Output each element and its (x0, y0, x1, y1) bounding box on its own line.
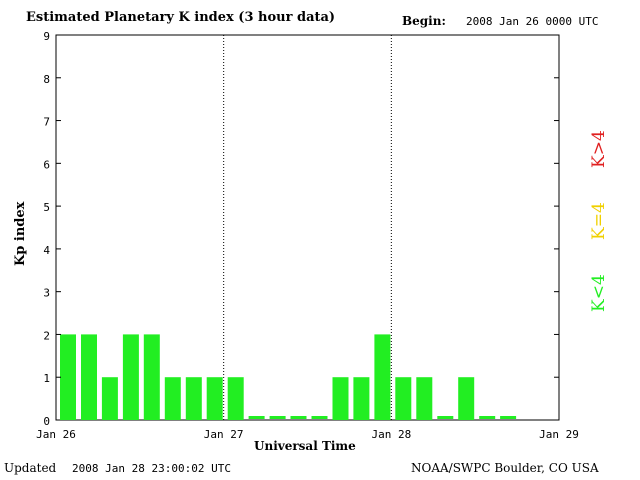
updated-label: Updated (4, 461, 57, 475)
y-tick-label: 9 (43, 30, 50, 43)
kp-bar (311, 416, 328, 419)
updated-value: 2008 Jan 28 23:00:02 UTC (72, 462, 231, 475)
y-tick-label: 7 (43, 116, 50, 129)
kp-bar (269, 416, 286, 419)
kp-bar (395, 377, 412, 420)
x-tick-label: Jan 29 (539, 428, 579, 441)
kp-bar (81, 334, 97, 420)
kp-bar (458, 377, 475, 420)
kp-bar (206, 377, 223, 420)
legend-k-equal-4: K=4 (589, 202, 609, 240)
y-tick-label: 1 (43, 372, 50, 385)
y-tick-label: 8 (43, 73, 50, 86)
credit-text: NOAA/SWPC Boulder, CO USA (411, 461, 599, 475)
kp-bar (290, 416, 307, 419)
bars-group (60, 334, 517, 420)
kp-bar (60, 334, 76, 420)
x-tick-label: Jan 28 (371, 428, 411, 441)
kp-bar (227, 377, 244, 420)
y-axis-label: Kp index (13, 201, 28, 266)
kp-bar (248, 416, 265, 419)
kp-bar (374, 334, 391, 420)
legend-k-below-4: K<4 (589, 274, 609, 312)
y-tick-label: 0 (43, 415, 50, 428)
kp-bar (164, 377, 181, 420)
begin-label: Begin: (402, 14, 446, 28)
y-tick-label: 4 (43, 244, 50, 257)
x-tick-label: Jan 27 (204, 428, 244, 441)
y-tick-label: 3 (43, 287, 50, 300)
y-axis: 0 1 2 3 4 5 6 7 8 9 (43, 30, 559, 428)
x-axis-label: Universal Time (254, 439, 356, 453)
kp-bar (101, 377, 118, 420)
kp-bar (479, 416, 496, 419)
y-tick-label: 2 (43, 329, 50, 342)
day-dividers (223, 35, 392, 420)
kp-bar (185, 377, 202, 420)
kp-bar (437, 416, 454, 419)
kp-bar (500, 416, 517, 419)
y-tick-label: 5 (43, 201, 50, 214)
chart-title: Estimated Planetary K index (3 hour data… (26, 10, 336, 25)
kp-bar (122, 334, 139, 420)
begin-value: 2008 Jan 26 0000 UTC (466, 15, 599, 28)
y-tick-label: 6 (43, 158, 50, 171)
kp-bar (332, 377, 349, 420)
x-axis: Jan 26 Jan 27 Jan 28 Jan 29 (36, 428, 579, 441)
kp-bar (143, 334, 160, 420)
x-tick-label: Jan 26 (36, 428, 76, 441)
plot-frame (55, 34, 560, 421)
legend-k-above-4: K>4 (589, 130, 609, 168)
kp-bar (416, 377, 433, 420)
kp-bar (353, 377, 370, 420)
